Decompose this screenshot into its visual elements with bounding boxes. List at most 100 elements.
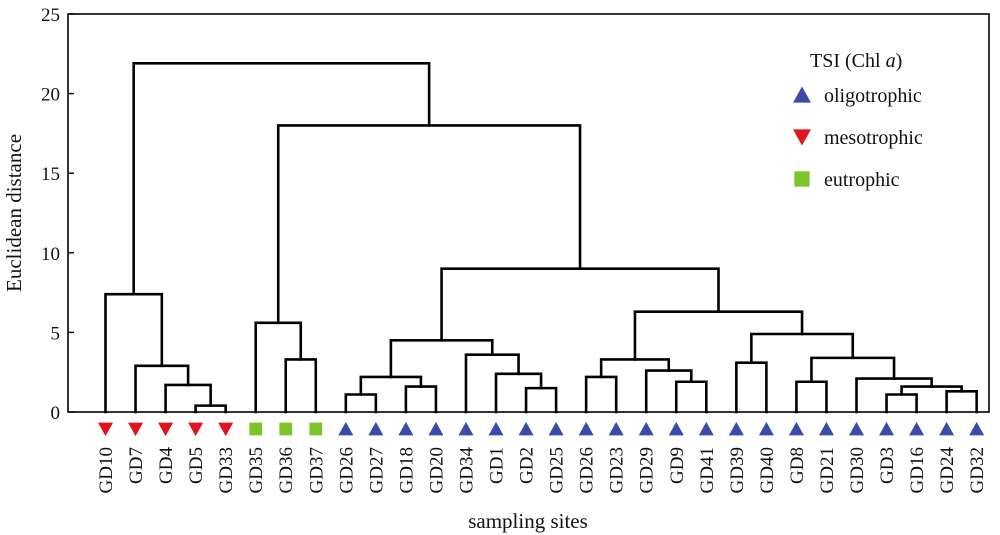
dendrogram-link — [599, 358, 671, 379]
site-label: GD35 — [246, 447, 267, 493]
legend-label-eutrophic: eutrophic — [824, 169, 900, 191]
mesotrophic-marker — [218, 422, 234, 437]
dendrogram-link — [674, 380, 708, 414]
dendrogram-link — [644, 369, 693, 414]
legend-label-mesotrophic: mesotrophic — [824, 127, 923, 149]
y-axis: 0 5 10 15 20 25 — [41, 5, 74, 424]
site-label: GD33 — [216, 447, 237, 493]
oligotrophic-marker — [518, 421, 534, 436]
site-label: GD40 — [757, 447, 778, 493]
oligotrophic-marker — [638, 421, 654, 436]
dendrogram-link — [104, 292, 164, 414]
site-label: GD29 — [637, 447, 658, 493]
site-label: GD32 — [967, 447, 988, 493]
site-label: GD36 — [276, 447, 297, 493]
site-label: GD9 — [667, 447, 688, 484]
oligotrophic-marker — [758, 421, 774, 436]
dendrogram-link — [795, 380, 828, 414]
site-label: GD39 — [727, 447, 748, 493]
site-label: GD23 — [607, 447, 628, 493]
oligotrophic-marker — [608, 421, 624, 436]
dendrogram-link — [524, 386, 558, 414]
eutrophic-marker — [249, 422, 263, 436]
legend-title: TSI (Chl a) — [810, 50, 902, 72]
x-axis-title: sampling sites — [468, 509, 588, 533]
dendrogram-link — [284, 358, 318, 414]
y-tick-label: 20 — [41, 85, 60, 106]
site-label: GD24 — [937, 447, 958, 494]
legend-title-italic: a — [886, 50, 896, 72]
oligotrophic-marker — [698, 421, 714, 436]
site-label: GD18 — [396, 447, 417, 493]
y-axis-title: Euclidean distance — [2, 134, 26, 292]
site-label: GD26 — [577, 447, 598, 493]
legend-label-oligotrophic: oligotrophic — [824, 85, 922, 107]
site-label: GD16 — [907, 447, 928, 493]
oligotrophic-legend-marker — [793, 86, 811, 103]
dendrogram-link — [404, 385, 438, 414]
dendrogram-link — [464, 353, 520, 414]
mesotrophic-marker — [158, 422, 174, 437]
site-label: GD1 — [487, 447, 508, 484]
eutrophic-marker — [279, 422, 293, 436]
y-tick-label: 15 — [41, 164, 60, 185]
dendrogram-link — [945, 390, 978, 414]
oligotrophic-marker — [548, 421, 564, 436]
dendrogram-link — [494, 372, 543, 414]
oligotrophic-marker — [879, 421, 895, 436]
dendrogram-link — [735, 361, 768, 414]
dendrogram-link — [885, 393, 918, 414]
dendrogram-link — [134, 364, 190, 414]
oligotrophic-marker — [428, 421, 444, 436]
dendrogram-link — [440, 267, 720, 342]
site-label: GD25 — [547, 447, 568, 493]
mesotrophic-marker — [188, 422, 204, 437]
site-label: GD27 — [366, 447, 387, 493]
mesotrophic-legend-marker — [793, 129, 811, 146]
mesotrophic-marker — [98, 422, 113, 437]
y-tick-label: 5 — [51, 323, 61, 344]
legend-title-suffix: ) — [896, 50, 903, 72]
dendrogram-link — [276, 124, 582, 325]
dendrogram-link — [344, 393, 378, 414]
site-label: GD5 — [186, 447, 207, 484]
oligotrophic-marker — [788, 421, 804, 436]
y-tick-label: 0 — [51, 403, 61, 424]
oligotrophic-marker — [368, 421, 384, 436]
leaf-markers — [98, 421, 985, 437]
site-label: GD4 — [156, 447, 177, 484]
oligotrophic-marker — [458, 421, 474, 436]
dendrogram-branches — [104, 62, 978, 414]
site-label: GD3 — [877, 447, 898, 484]
eutrophic-marker — [309, 422, 323, 436]
oligotrophic-marker — [668, 421, 684, 436]
oligotrophic-marker — [909, 421, 925, 436]
site-label: GD7 — [126, 447, 147, 484]
legend-items: oligotrophic mesotrophic eutrophic — [793, 85, 923, 191]
dendrogram-link — [254, 321, 303, 414]
y-tick-label: 25 — [41, 5, 60, 26]
mesotrophic-marker — [128, 422, 144, 437]
dendrogram-link — [132, 62, 431, 296]
site-label: GD8 — [787, 447, 808, 484]
eutrophic-legend-marker — [794, 171, 810, 187]
site-label: GD21 — [817, 447, 838, 493]
dendrogram-link — [584, 375, 618, 414]
site-label: GD37 — [306, 447, 327, 493]
site-label: GD34 — [456, 447, 477, 494]
oligotrophic-marker — [488, 421, 504, 436]
site-label: GD20 — [426, 447, 447, 493]
oligotrophic-marker — [728, 421, 744, 436]
oligotrophic-marker — [398, 421, 414, 436]
oligotrophic-marker — [578, 421, 594, 436]
oligotrophic-marker — [939, 421, 955, 436]
oligotrophic-marker — [969, 421, 985, 436]
oligotrophic-marker — [849, 421, 864, 436]
site-label: GD30 — [847, 447, 868, 493]
plot-frame — [67, 13, 990, 413]
oligotrophic-marker — [338, 421, 354, 436]
site-label: GD2 — [517, 447, 538, 484]
site-labels: GD10 GD7 GD4 GD5 GD33 GD35 GD36 GD37 GD26 GD27 GD1… — [96, 447, 988, 494]
dendrogram-link — [389, 339, 494, 379]
